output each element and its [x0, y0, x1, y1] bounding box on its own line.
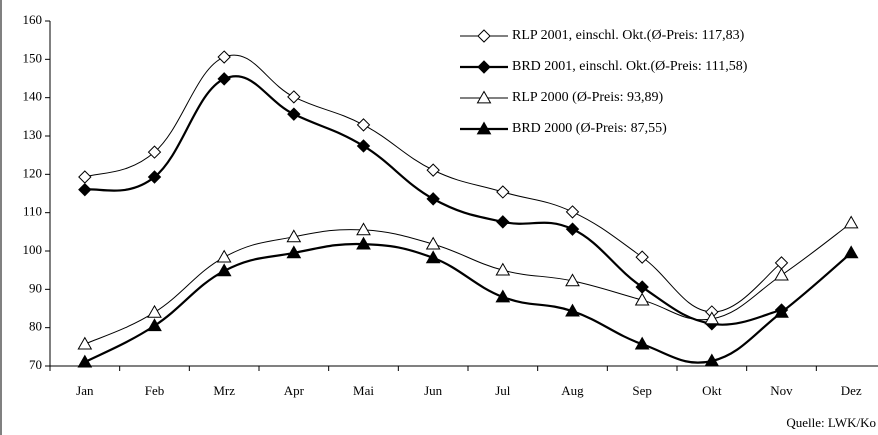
data-point	[147, 304, 162, 318]
y-tick-label: 140	[23, 89, 43, 104]
data-point	[635, 250, 649, 264]
x-tick-label: Mai	[353, 383, 374, 398]
y-tick-label: 150	[23, 50, 43, 65]
x-tick-label: Apr	[284, 383, 305, 398]
data-point	[634, 292, 650, 306]
data-point	[216, 263, 232, 277]
data-point	[356, 222, 371, 236]
data-point	[774, 267, 789, 281]
data-point	[496, 215, 510, 229]
data-point	[286, 245, 302, 259]
y-tick-label: 130	[23, 127, 43, 142]
data-point	[147, 318, 162, 332]
data-point	[774, 304, 789, 318]
data-point	[565, 273, 580, 287]
data-point	[356, 236, 371, 250]
legend-marker	[477, 60, 491, 74]
data-point	[356, 118, 371, 132]
data-point	[216, 249, 232, 263]
data-point	[77, 336, 93, 350]
data-point	[287, 90, 301, 104]
y-tick-label: 120	[23, 165, 43, 180]
x-tick-label: Nov	[770, 383, 793, 398]
source: Quelle: LWK/Ko	[786, 415, 876, 430]
data-point	[286, 229, 302, 243]
data-point	[565, 222, 580, 236]
data-point	[77, 354, 93, 368]
data-point	[843, 215, 859, 229]
legend-marker	[476, 121, 492, 135]
x-tick-label: Jul	[495, 383, 511, 398]
x-tick-label: Feb	[145, 383, 165, 398]
data-point	[774, 256, 789, 270]
x-tick-label: Sep	[632, 383, 652, 398]
y-tick-label: 80	[29, 319, 42, 334]
legend-marker	[476, 90, 492, 104]
legend-label: RLP 2000 (Ø-Preis: 93,89)	[512, 90, 663, 105]
data-point	[704, 311, 720, 325]
data-point	[565, 303, 580, 317]
y-tick-label: 110	[23, 204, 42, 219]
data-point	[704, 353, 720, 367]
data-point	[634, 336, 650, 350]
data-point	[426, 163, 440, 177]
legend-label: RLP 2001, einschl. Okt.(Ø-Preis: 117,83)	[512, 28, 745, 43]
x-tick-label: Jun	[424, 383, 443, 398]
data-point	[78, 182, 92, 197]
y-tick-label: 100	[23, 242, 43, 257]
data-point	[78, 170, 92, 184]
data-point	[496, 185, 510, 199]
data-point	[495, 262, 511, 276]
data-point	[843, 245, 859, 259]
legend-label: BRD 2001, einschl. Okt.(Ø-Preis: 111,58)	[512, 59, 748, 74]
series-line	[84, 222, 852, 345]
series-line	[84, 54, 782, 313]
data-point	[495, 289, 511, 303]
x-tick-label: Mrz	[213, 383, 235, 398]
y-tick-label: 90	[29, 280, 42, 295]
x-tick-label: Okt	[702, 383, 722, 398]
x-tick-label: Jan	[76, 383, 94, 398]
data-point	[147, 170, 162, 184]
data-point	[426, 192, 440, 206]
x-tick-label: Aug	[561, 383, 584, 398]
data-point	[356, 139, 371, 153]
data-point	[217, 72, 231, 86]
legend-label: BRD 2000 (Ø-Preis: 87,55)	[512, 121, 667, 136]
legend-marker	[477, 29, 491, 43]
data-point	[425, 236, 441, 250]
data-point	[287, 107, 301, 121]
data-point	[565, 205, 580, 219]
series-line	[84, 242, 852, 364]
x-tick-label: Dez	[841, 383, 862, 398]
data-point	[217, 50, 231, 64]
data-point	[425, 250, 441, 264]
y-tick-label: 160	[23, 12, 43, 27]
data-point	[147, 145, 162, 159]
y-tick-label: 70	[29, 357, 42, 372]
